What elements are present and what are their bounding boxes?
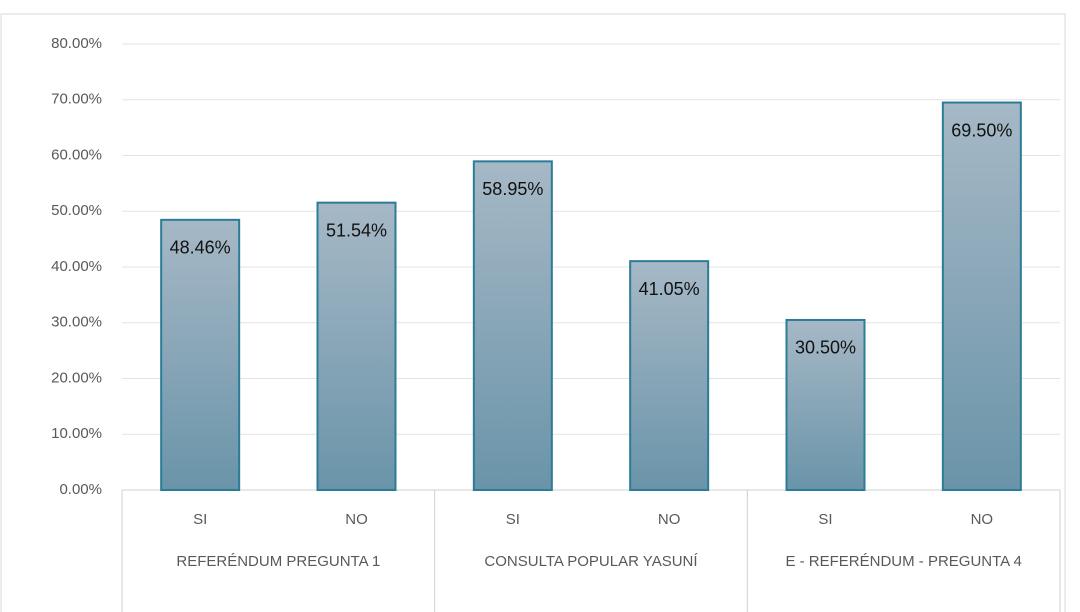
x-tick-label: SI <box>818 511 832 528</box>
y-tick-label: 10.00% <box>51 425 102 442</box>
value-label: 48.46% <box>170 238 231 258</box>
group-label: E - REFERÉNDUM - PREGUNTA 4 <box>785 553 1022 570</box>
y-tick-label: 40.00% <box>51 258 102 275</box>
bar <box>941 101 1022 491</box>
bar <box>160 218 241 491</box>
y-tick-label: 80.00% <box>51 35 102 52</box>
y-tick-label: 30.00% <box>51 314 102 331</box>
y-tick-label: 20.00% <box>51 369 102 386</box>
x-tick-label: SI <box>506 511 520 528</box>
value-label: 30.50% <box>795 338 856 358</box>
group-label-box: REFERÉNDUM PREGUNTA 1 <box>176 553 381 570</box>
bar <box>472 160 553 491</box>
y-tick-label: 50.00% <box>51 202 102 219</box>
x-tick-label: SI <box>193 511 207 528</box>
value-label: 51.54% <box>326 220 387 240</box>
group-label: CONSULTA POPULAR YASUNÍ <box>484 553 698 570</box>
value-label: 69.50% <box>951 120 1012 140</box>
bar <box>629 260 710 491</box>
y-tick-label: 70.00% <box>51 91 102 108</box>
bar <box>785 318 866 491</box>
group-label: REFERÉNDUM PREGUNTA 1 <box>176 553 381 570</box>
group-label-box: CONSULTA POPULAR YASUNÍ <box>484 553 698 570</box>
y-tick-label: 60.00% <box>51 146 102 163</box>
bar <box>316 201 397 492</box>
x-tick-label: NO <box>658 511 681 528</box>
chart-border <box>0 13 1066 612</box>
value-label: 58.95% <box>482 179 543 199</box>
x-tick-label: NO <box>345 511 368 528</box>
y-tick-label: 0.00% <box>59 481 102 498</box>
value-label: 41.05% <box>639 279 700 299</box>
group-label-box: E - REFERÉNDUM - PREGUNTA 4 <box>785 553 1022 570</box>
x-tick-label: NO <box>971 511 994 528</box>
